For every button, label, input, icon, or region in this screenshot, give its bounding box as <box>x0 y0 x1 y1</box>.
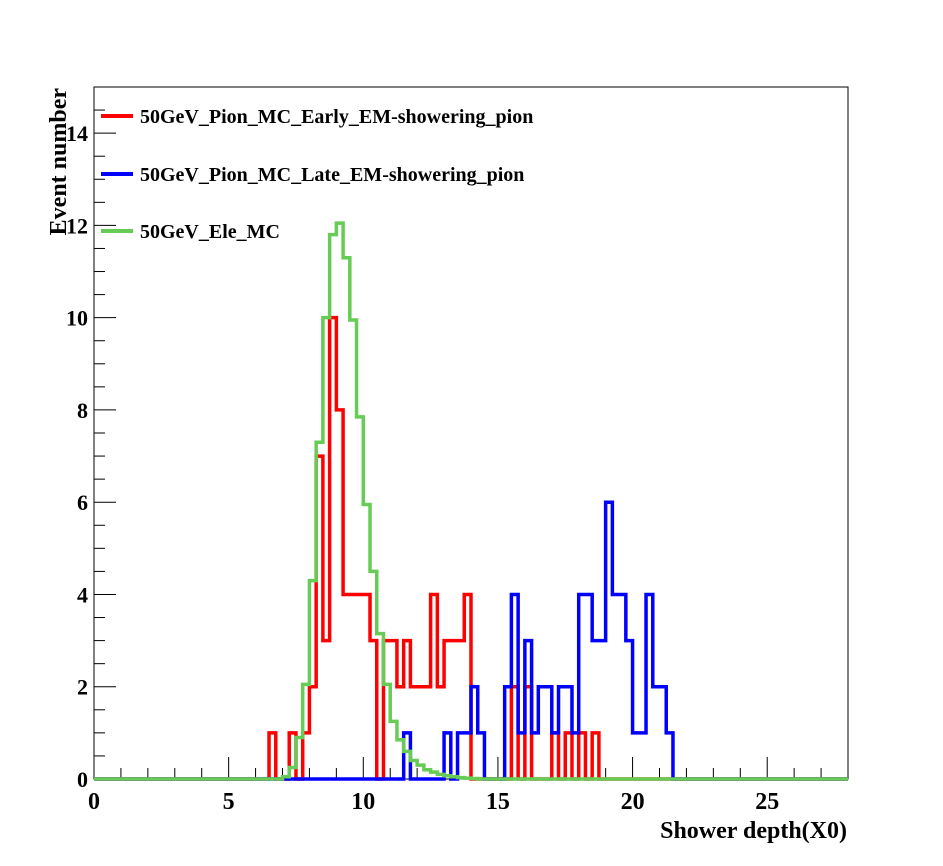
legend-entry-label: 50GeV_Ele_MC <box>140 221 280 243</box>
legend: 50GeV_Pion_MC_Early_EM-showering_pion 50G… <box>101 106 533 243</box>
legend-entry-label: 50GeV_Pion_MC_Late_EM-showering_pion <box>140 164 524 186</box>
axis-tick-labels: 0 5 10 15 20 25 0 2 4 6 8 10 12 14 <box>66 121 779 815</box>
y-tick-label: 0 <box>77 767 88 792</box>
x-tick-label: 20 <box>621 789 645 815</box>
y-tick-label: 12 <box>66 213 88 238</box>
y-tick-label: 14 <box>66 121 88 146</box>
axis-ticks <box>93 86 849 780</box>
x-tick-label: 25 <box>755 789 779 815</box>
y-tick-label: 10 <box>66 306 88 331</box>
legend-entry-label: 50GeV_Pion_MC_Early_EM-showering_pion <box>140 106 533 128</box>
x-tick-label: 15 <box>486 789 510 815</box>
y-tick-label: 4 <box>77 582 88 607</box>
x-tick-label: 10 <box>351 789 375 815</box>
y-tick-label: 8 <box>77 398 88 423</box>
y-tick-label: 2 <box>77 675 88 700</box>
histogram-series <box>94 221 848 781</box>
x-tick-label: 5 <box>223 789 235 815</box>
y-axis-label: Event number <box>46 88 72 236</box>
x-axis-label: Shower depth(X0) <box>660 818 847 844</box>
x-tick-label: 0 <box>88 789 100 815</box>
y-tick-label: 6 <box>77 490 88 515</box>
histogram-series-3 <box>94 221 848 781</box>
